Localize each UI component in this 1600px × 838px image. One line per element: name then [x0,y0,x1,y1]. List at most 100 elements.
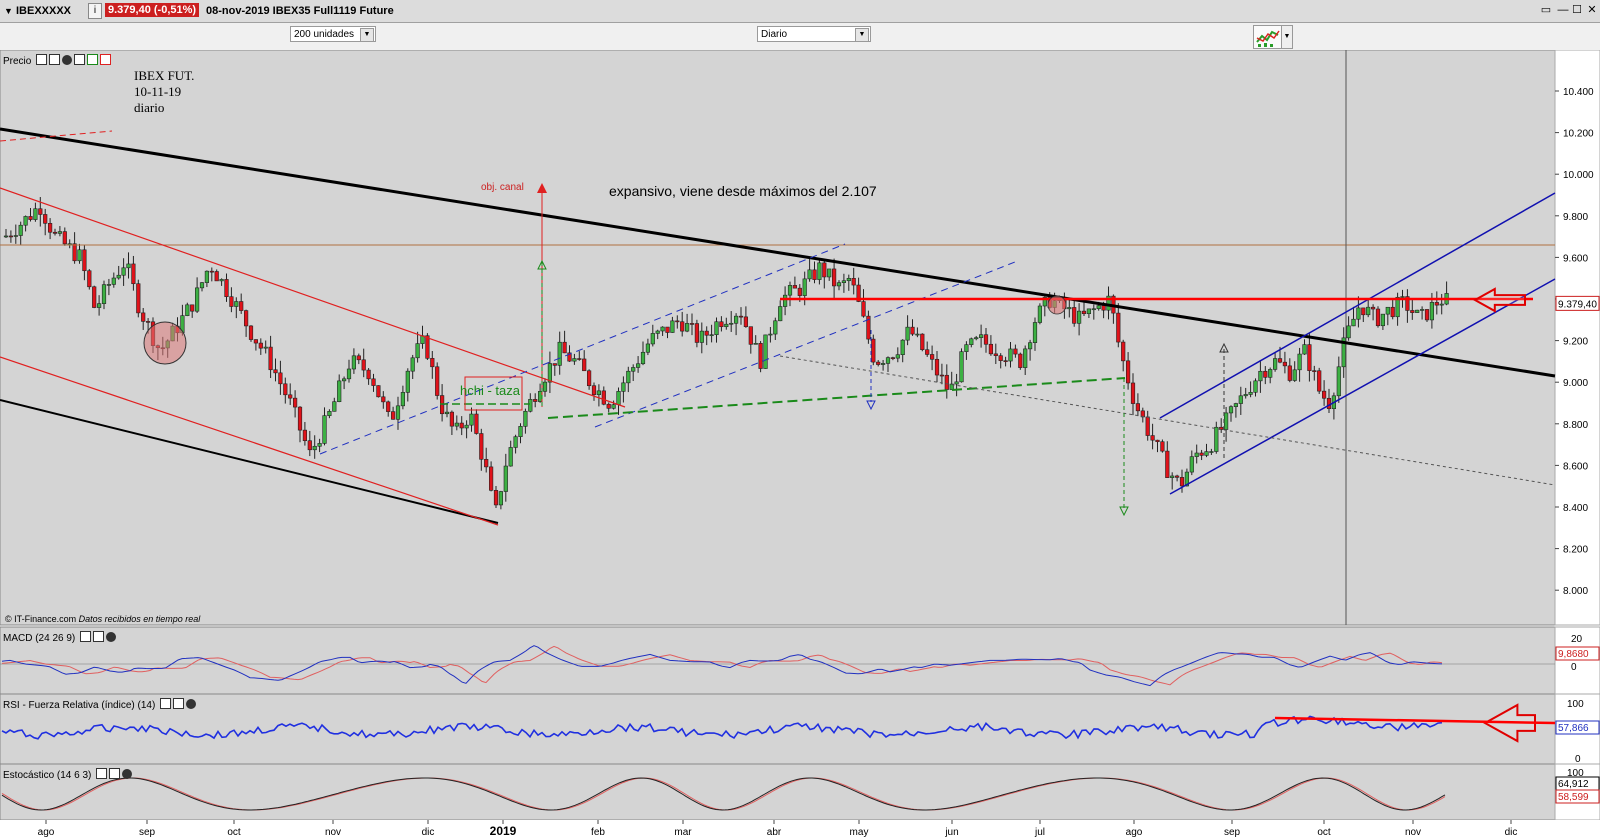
maximize-icon[interactable]: ☐ [1572,4,1582,16]
candle-up [101,284,107,304]
note-date: 10-11-19 [134,84,182,99]
candle-down [292,397,298,408]
candle-up [405,370,410,393]
candle-up [410,357,415,372]
price-tick-label: 8.600 [1563,461,1588,472]
wrench-icon[interactable] [160,698,172,709]
candle-up [753,343,758,345]
macd-signal-line [1,645,1443,686]
candle-down [1003,360,1008,362]
candle-up [655,330,660,334]
candle-up [97,303,102,308]
close-window-icon[interactable]: ✕ [1587,4,1597,16]
candle-up [915,333,920,336]
close-icon[interactable] [122,769,133,779]
note-title: IBEX FUT. [134,68,195,83]
candle-down [92,286,97,308]
candle-down [797,287,802,296]
chart-type-dropdown-icon[interactable]: ▼ [1281,25,1293,49]
period-select-value: Diario [761,29,788,40]
candle-up [57,231,62,234]
candle-up [400,392,406,407]
candle-down [738,315,744,318]
current-price-label: 9.379,40 [1558,299,1597,310]
candle-down [719,321,724,328]
price-tick-label: 10.200 [1563,129,1594,140]
blue-dashed-channel-lower [594,261,1016,428]
candle-up [645,343,650,353]
minimize-icon[interactable]: — [1557,4,1569,16]
wrench-icon[interactable] [36,54,48,65]
price-tick-label: 8.200 [1563,545,1588,556]
gray-dotted-trendline [779,355,1556,486]
blue-channel-lower [1169,278,1556,495]
note-timeframe: diario [134,100,165,115]
candle-down [209,270,214,273]
close-icon[interactable] [62,55,73,65]
candle-up [1273,358,1278,370]
candle-down [390,411,396,420]
candle-up [1067,307,1072,310]
symbol-label[interactable]: IBEXXXXX [16,5,72,17]
units-select[interactable]: 200 unidades ▼ [290,26,376,42]
price-panel-bg [0,50,1556,626]
close-icon[interactable] [106,632,117,642]
x-tick-label: abr [767,827,782,838]
x-tick-label: nov [325,827,341,838]
chart-area[interactable]: 10.40010.20010.0009.8009.6009.4009.2009.… [0,50,1600,838]
window-icon[interactable] [109,768,121,779]
delete-icon[interactable] [100,54,112,65]
menu-dropdown-icon[interactable]: ▼ [4,6,13,16]
export-icon[interactable] [87,54,99,65]
period-select[interactable]: Diario ▼ [757,26,871,42]
candle-up [1415,309,1420,313]
candle-up [18,224,23,236]
close-icon[interactable] [186,699,197,709]
candle-down [1361,307,1366,316]
candle-down [851,277,856,286]
x-tick-label: dic [422,827,435,838]
candle-down [253,339,259,344]
info-icon[interactable]: i [88,3,102,19]
restore-icon[interactable]: ▭ [1540,4,1552,16]
candle-up [106,284,111,286]
candle-up [949,383,954,390]
candle-down [278,372,283,385]
wrench-icon[interactable] [80,631,92,642]
candle-up [635,363,641,368]
gray-up-arrowhead [1219,342,1229,353]
candle-down [1145,416,1150,436]
candle-down [229,296,234,307]
candle-up [827,268,832,278]
window-icon[interactable] [93,631,105,642]
candle-down [1175,475,1180,478]
candle-up [802,278,807,296]
candle-down [136,283,141,314]
candle-down [47,223,53,233]
x-tick-label: jun [944,827,958,838]
add-icon[interactable] [74,54,86,65]
candle-down [993,353,998,356]
wrench-icon[interactable] [96,768,108,779]
candle-up [327,411,332,416]
candle-down [591,385,597,395]
candle-down [1140,410,1145,418]
window-icon[interactable] [49,54,61,65]
candle-down [356,355,361,361]
candle-up [572,358,577,362]
x-tick-label: mar [674,827,692,838]
candle-down [72,243,77,262]
candle-up [1224,412,1229,430]
candle-down [479,433,484,460]
candle-up [337,380,342,403]
window-icon[interactable] [173,698,185,709]
candle-up [77,249,82,262]
candle-down [1165,450,1170,478]
candle-down [1424,309,1430,321]
candle-up [1214,426,1219,452]
chevron-down-icon: ▼ [360,28,374,42]
candle-up [1086,308,1091,315]
chart-type-icon[interactable] [1253,25,1283,49]
candle-up [469,413,474,426]
x-tick-label: jul [1034,827,1045,838]
